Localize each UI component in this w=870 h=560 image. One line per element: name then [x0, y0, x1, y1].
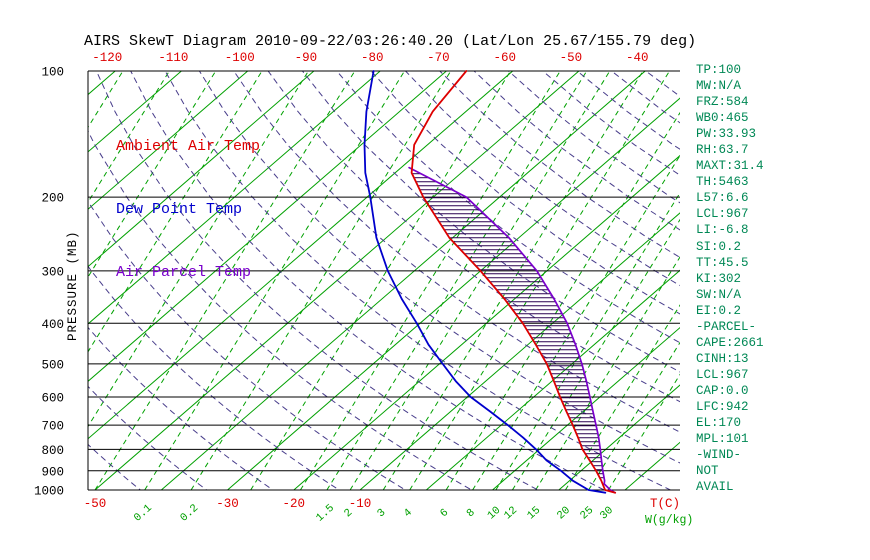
pressure-tick-label: 900 — [41, 465, 64, 479]
mixing-ratio-label: 3 — [375, 507, 388, 520]
stat-line: CAP:0.0 — [696, 383, 749, 398]
legend-ambient-air-temp: Ambient Air Temp — [116, 138, 261, 155]
temp-axis-unit-label: T(C) — [650, 497, 680, 511]
pressure-tick-label: 600 — [41, 392, 64, 406]
mixing-ratio-label: 0.2 — [178, 502, 201, 524]
stat-line: LCL:967 — [696, 207, 749, 222]
stats-panel: TP:100 MW:N/A FRZ:584 WB0:465 PW:33.93 RH:63.… — [696, 62, 764, 495]
air-parcel-temp-curve — [408, 166, 617, 494]
mixing-ratio-label: 12 — [502, 505, 520, 523]
mixing-ratio-label: 0.1 — [132, 502, 155, 524]
top-temp-tick-label: -80 — [361, 51, 384, 65]
legend: Ambient Air Temp Dew Point Temp Air Parc… — [116, 94, 260, 325]
cape-hatching — [411, 169, 605, 479]
mixing-ratio-label: 8 — [465, 507, 478, 520]
top-temp-tick-label: -90 — [295, 51, 318, 65]
stat-line: TP:100 — [696, 63, 742, 77]
stat-line: KI:302 — [696, 271, 742, 286]
mixing-ratio-label: 10 — [486, 505, 504, 523]
pressure-tick-label: 500 — [41, 358, 64, 372]
stat-line: LCL:967 — [696, 367, 749, 382]
stat-line: EI:0.2 — [696, 303, 742, 318]
mixing-axis-unit-label: W(g/kg) — [645, 514, 693, 527]
mixing-ratio-label: 4 — [402, 507, 415, 521]
bottom-temp-tick-label: -30 — [216, 497, 239, 511]
stat-line: WB0:465 — [696, 111, 749, 126]
stat-line: SW:N/A — [696, 287, 742, 302]
top-temp-tick-label: -60 — [493, 51, 516, 65]
isotherm-lines — [88, 71, 680, 490]
stat-line: SI:0.2 — [696, 239, 742, 254]
mixing-ratio-label: 25 — [578, 505, 596, 523]
stat-line: FRZ:584 — [696, 95, 749, 110]
stat-line: MPL:101 — [696, 432, 749, 447]
chart-title: AIRS SkewT Diagram 2010-09-22/03:26:40.2… — [84, 33, 697, 50]
stat-line: LFC:942 — [696, 399, 749, 414]
stat-line: L57:6.6 — [696, 191, 749, 206]
legend-dew-point-temp: Dew Point Temp — [116, 201, 243, 218]
dew-point-temp-curve — [363, 70, 607, 494]
stat-line: MW:N/A — [696, 79, 742, 94]
mixing-ratio-label: 30 — [598, 505, 616, 523]
stat-line: TH:5463 — [696, 175, 749, 190]
pressure-tick-label: 300 — [41, 265, 64, 279]
stat-line: AVAIL — [696, 480, 734, 495]
pressure-lines — [88, 70, 680, 491]
stat-line: TT:45.5 — [696, 255, 749, 270]
ambient-air-temp-curve — [410, 70, 617, 494]
stat-line: CAPE:2661 — [696, 335, 764, 350]
mixing-ratio-label: 6 — [438, 507, 451, 520]
pressure-tick-label: 700 — [41, 420, 64, 434]
pressure-tick-label: 1000 — [34, 485, 64, 499]
top-temp-tick-label: -70 — [427, 51, 450, 65]
pressure-tick-label: 400 — [41, 318, 64, 332]
stat-line: CINH:13 — [696, 351, 749, 366]
top-temp-tick-label: -120 — [92, 51, 122, 65]
mixing-ratio-label: 15 — [525, 505, 543, 523]
stat-line: EL:170 — [696, 416, 742, 431]
pressure-tick-label: 800 — [41, 444, 64, 458]
pressure-tick-label: 100 — [41, 66, 64, 80]
top-temp-tick-label: -100 — [225, 51, 255, 65]
stat-line: MAXT:31.4 — [696, 159, 764, 174]
stat-line: -WIND- — [696, 448, 742, 463]
grid-lines — [88, 71, 680, 490]
mixing-ratio-label: 1.5 — [314, 502, 337, 524]
stat-line: PW:33.93 — [696, 127, 757, 142]
top-temp-tick-label: -110 — [158, 51, 188, 65]
stat-line: NOT — [696, 464, 719, 479]
top-temp-tick-label: -40 — [626, 51, 649, 65]
bottom-temp-tick-label: -10 — [349, 497, 372, 511]
stat-line: RH:63.7 — [696, 143, 749, 158]
stat-line: LI:-6.8 — [696, 223, 749, 238]
mixing-ratio-label: 20 — [555, 505, 573, 523]
legend-air-parcel-temp: Air Parcel Temp — [116, 264, 252, 281]
bottom-temp-tick-label: -50 — [84, 497, 107, 511]
top-temp-tick-label: -50 — [560, 51, 583, 65]
pressure-tick-label: 200 — [41, 192, 64, 206]
bottom-temp-tick-label: -20 — [283, 497, 306, 511]
y-axis-label: PRESSURE (MB) — [66, 230, 80, 341]
stat-line: -PARCEL- — [696, 319, 757, 334]
